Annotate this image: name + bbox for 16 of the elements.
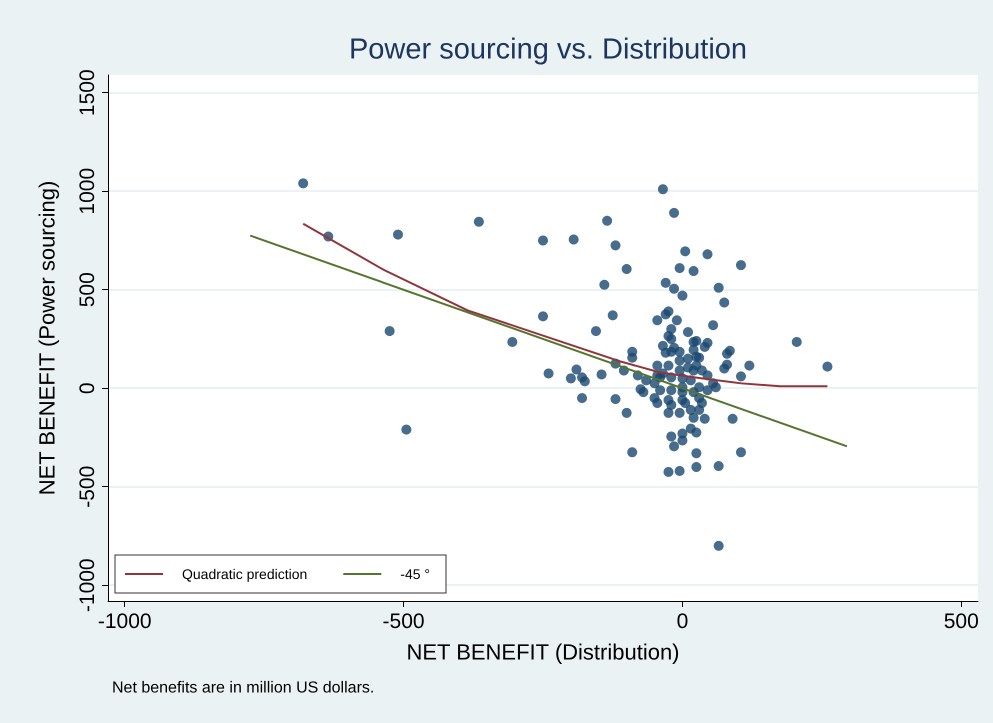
y-axis-title: NET BENEFIT (Power sourcing) xyxy=(34,180,60,496)
y-tick-label: 1500 xyxy=(76,69,99,116)
y-tick-label: 0 xyxy=(76,382,99,394)
x-tick-label: 0 xyxy=(676,610,688,633)
legend-label: -45 ° xyxy=(400,566,430,582)
x-tick-label: 500 xyxy=(944,610,979,633)
y-tick-label: 1000 xyxy=(76,168,99,215)
y-tick-label: 500 xyxy=(76,272,99,308)
line-series xyxy=(302,222,828,388)
legend-label: Quadratic prediction xyxy=(182,566,308,582)
x-tick-label: -500 xyxy=(382,610,425,633)
x-tick-label: -1000 xyxy=(98,610,152,633)
chart-title: Power sourcing vs. Distribution xyxy=(348,34,748,66)
y-tick-label: -500 xyxy=(76,466,99,508)
x-axis-title: NET BENEFIT (Distribution) xyxy=(406,640,680,664)
text: Net benefits are in million US dollars. xyxy=(112,680,374,696)
